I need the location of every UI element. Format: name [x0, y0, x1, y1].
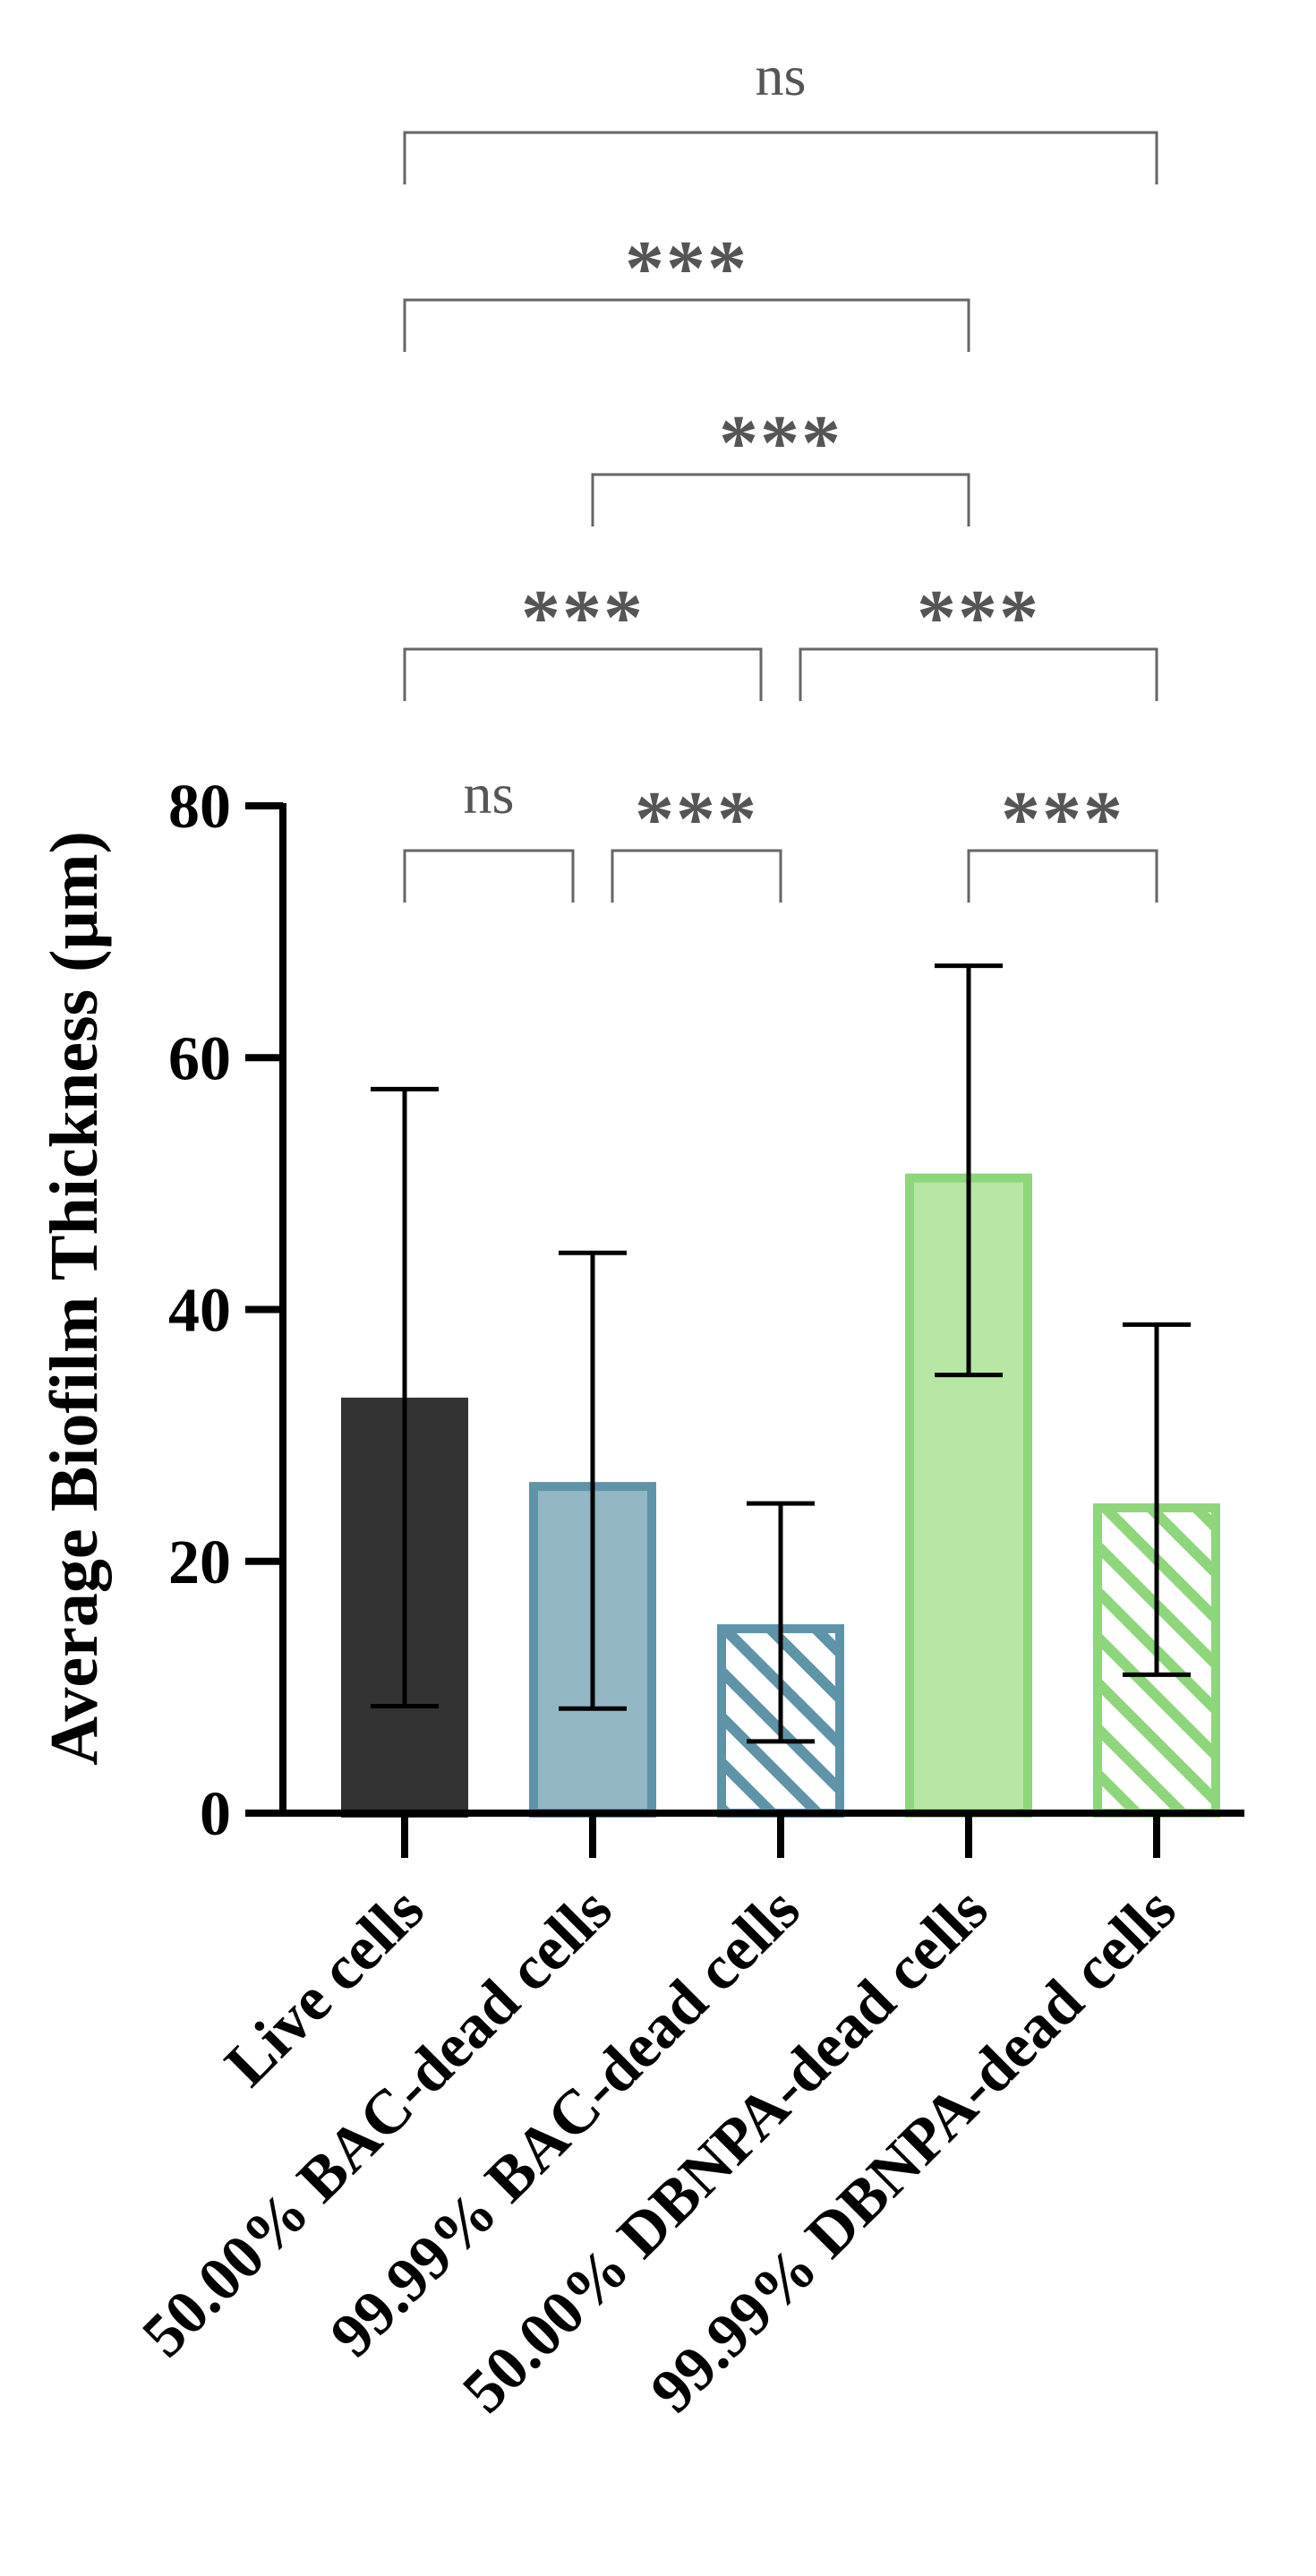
significance-label-0: ns: [464, 762, 515, 826]
y-tick-label-3: 60: [168, 1024, 231, 1093]
y-axis-label: Average Biofilm Thickness (µm): [37, 831, 112, 1766]
significance-label-3: ***: [521, 575, 645, 662]
significance-bracket-7: [403, 131, 1158, 184]
significance-label-5: ***: [719, 400, 842, 487]
y-tick-label-4: 80: [168, 773, 231, 842]
significance-bracket-3: [403, 647, 763, 701]
y-tick-label-2: 40: [168, 1277, 231, 1346]
significance-bracket-1: [611, 849, 782, 903]
significance-bracket-4: [799, 647, 1158, 701]
significance-label-2: ***: [1001, 776, 1124, 863]
significance-label-6: ***: [625, 226, 748, 312]
bar-3: [905, 1173, 1032, 1818]
y-tick-label-1: 20: [168, 1528, 231, 1597]
y-tick-label-0: 0: [200, 1780, 231, 1849]
significance-bracket-0: [403, 849, 575, 903]
significance-bracket-2: [967, 849, 1158, 903]
significance-label-4: ***: [917, 575, 1040, 662]
significance-bracket-5: [591, 473, 970, 526]
significance-label-7: ns: [756, 44, 807, 107]
significance-bracket-6: [403, 298, 970, 352]
significance-label-1: ***: [635, 776, 758, 863]
